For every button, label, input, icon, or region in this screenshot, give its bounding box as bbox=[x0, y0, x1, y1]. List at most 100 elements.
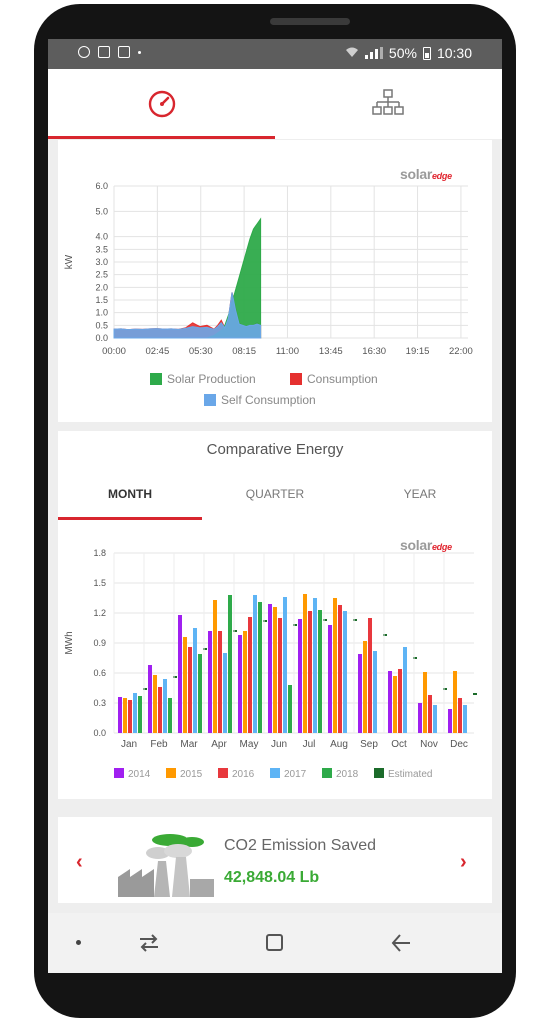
y-tick-label: 1.2 bbox=[93, 608, 106, 618]
bar bbox=[393, 676, 397, 733]
factory-icon bbox=[118, 834, 214, 897]
y-tick-label: 3.5 bbox=[95, 244, 108, 254]
co2-value: 42,848.04 Lb bbox=[224, 869, 320, 886]
y-tick-label: 0.6 bbox=[93, 668, 106, 678]
legend-swatch bbox=[290, 373, 302, 385]
power-chart-card: solaredge 0.0 0.5 1.0 1.5 2.0 2.5 3.0 3.5 4.0 5.0… bbox=[58, 140, 492, 422]
y-tick-label: 0.5 bbox=[95, 320, 108, 330]
y-axis-label: kW bbox=[64, 254, 75, 269]
phone-speaker bbox=[270, 18, 350, 25]
back-icon[interactable] bbox=[390, 932, 412, 954]
x-tick-label: Feb bbox=[150, 739, 168, 750]
tab-month[interactable]: MONTH bbox=[108, 487, 152, 501]
y-tick-label: 4.0 bbox=[95, 232, 108, 242]
legend-label: 2014 bbox=[128, 769, 151, 780]
co2-card: ‹ CO2 Emission Saved 42,848.04 Lb › bbox=[58, 817, 492, 903]
legend-label: 2016 bbox=[232, 769, 255, 780]
x-tick-label: Mar bbox=[180, 739, 198, 750]
x-tick-label: Jul bbox=[303, 739, 316, 750]
media-icon bbox=[118, 46, 130, 58]
bar bbox=[358, 654, 362, 733]
legend-swatch bbox=[322, 768, 332, 778]
bar bbox=[253, 595, 257, 733]
estimated-marker bbox=[413, 657, 417, 659]
bar bbox=[188, 647, 192, 733]
bar bbox=[283, 597, 287, 733]
bar bbox=[403, 647, 407, 733]
app-screen: 50% 10:30 bbox=[48, 39, 502, 973]
bar bbox=[303, 594, 307, 733]
bar bbox=[278, 618, 282, 733]
estimated-marker bbox=[233, 630, 237, 632]
y-tick-label: 0.0 bbox=[95, 333, 108, 343]
x-tick-label: Dec bbox=[450, 739, 468, 750]
status-bar: 50% 10:30 bbox=[48, 39, 502, 69]
gauge-icon bbox=[148, 90, 176, 118]
x-tick-label: Jan bbox=[121, 739, 137, 750]
bar bbox=[168, 698, 172, 733]
energy-chart: 0.0 0.3 0.6 0.9 1.2 1.5 1.8 MWh Jan Feb Mar Apr May J… bbox=[64, 548, 477, 780]
bar bbox=[363, 641, 367, 733]
more-notifications-icon bbox=[138, 50, 141, 54]
comparative-energy-card: Comparative Energy MONTH QUARTER YEAR so… bbox=[58, 431, 492, 799]
bar bbox=[423, 672, 427, 733]
recent-apps-icon[interactable] bbox=[138, 933, 160, 953]
bar bbox=[128, 700, 132, 733]
estimated-marker bbox=[443, 688, 447, 690]
chevron-left-icon[interactable]: ‹ bbox=[76, 851, 83, 873]
x-tick-label: 00:00 bbox=[102, 346, 126, 357]
chevron-right-icon[interactable]: › bbox=[460, 851, 467, 873]
bar bbox=[448, 709, 452, 733]
bar bbox=[213, 600, 217, 733]
bar bbox=[328, 625, 332, 733]
bar bbox=[178, 615, 182, 733]
bar bbox=[453, 671, 457, 733]
clock: 10:30 bbox=[436, 45, 472, 61]
solaredge-logo: solaredge bbox=[400, 537, 452, 553]
tab-dashboard[interactable] bbox=[48, 69, 275, 139]
y-tick-label: 2.5 bbox=[95, 270, 108, 280]
tab-layout[interactable] bbox=[275, 69, 502, 139]
nav-dot-icon[interactable] bbox=[76, 940, 81, 945]
y-axis-label: MWh bbox=[64, 631, 75, 654]
bar bbox=[183, 637, 187, 733]
x-tick-label: Sep bbox=[360, 739, 378, 750]
bar bbox=[333, 598, 337, 733]
bar bbox=[123, 698, 127, 733]
battery-icon bbox=[422, 46, 431, 60]
tab-quarter[interactable]: QUARTER bbox=[245, 487, 305, 501]
bar bbox=[338, 605, 342, 733]
bar bbox=[158, 687, 162, 733]
bar bbox=[228, 595, 232, 733]
tab-year[interactable]: YEAR bbox=[403, 487, 437, 501]
active-period-indicator bbox=[58, 517, 202, 520]
bar bbox=[418, 703, 422, 733]
x-tick-label: 22:00 bbox=[449, 346, 473, 357]
estimated-marker bbox=[143, 688, 147, 690]
active-tab-indicator bbox=[48, 136, 275, 139]
estimated-marker bbox=[323, 619, 327, 621]
x-tick-label: 19:15 bbox=[406, 346, 430, 357]
bar bbox=[273, 607, 277, 733]
bar bbox=[398, 669, 402, 733]
y-tick-label: 0.0 bbox=[93, 728, 106, 738]
bar bbox=[248, 617, 252, 733]
legend-label: 2015 bbox=[180, 769, 203, 780]
y-tick-label: 1.0 bbox=[95, 308, 108, 318]
y-tick-label: 5.0 bbox=[95, 206, 108, 216]
series-area bbox=[113, 292, 262, 339]
card-title: Comparative Energy bbox=[206, 441, 344, 458]
y-tick-label: 2.0 bbox=[95, 282, 108, 292]
home-button-icon[interactable] bbox=[266, 934, 283, 951]
legend-label: 2017 bbox=[284, 769, 307, 780]
bar bbox=[118, 697, 122, 733]
estimated-marker bbox=[173, 676, 177, 678]
estimated-marker bbox=[293, 624, 297, 626]
legend-swatch bbox=[150, 373, 162, 385]
battery-percent: 50% bbox=[388, 45, 417, 61]
y-tick-label: 1.5 bbox=[93, 578, 106, 588]
bar bbox=[368, 618, 372, 733]
x-tick-label: 02:45 bbox=[145, 346, 169, 357]
legend-swatch bbox=[166, 768, 176, 778]
legend-label: 2018 bbox=[336, 769, 359, 780]
